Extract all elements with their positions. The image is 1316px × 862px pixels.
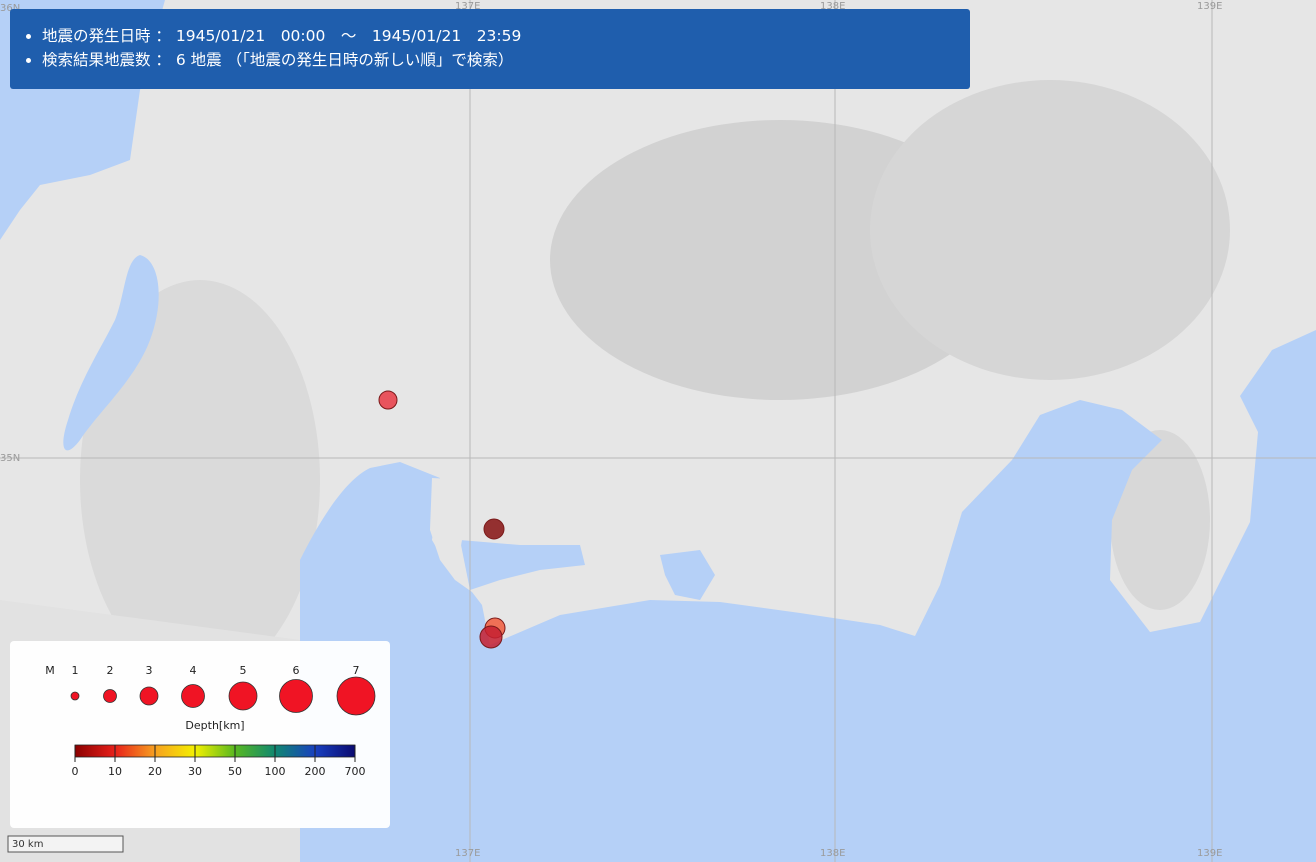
lat-label: 36N <box>0 3 20 14</box>
search-info: 地震の発生日時 ： 1945/01/21 00:00 ～ 1945/01/21 … <box>10 9 970 89</box>
depth-tick-label: 100 <box>265 765 286 778</box>
depth-tick-label: 700 <box>345 765 366 778</box>
magnitude-tick-label: 1 <box>72 664 79 677</box>
lon-label: 137E <box>455 848 480 859</box>
magnitude-symbol <box>70 691 80 701</box>
depth-tick-label: 0 <box>72 765 79 778</box>
relief <box>870 80 1230 380</box>
legend: M Depth[km] 1 2 3 4 5 6 7 0 10 20 30 50 100 200 700 <box>10 641 390 828</box>
lon-label: 139E <box>1197 1 1222 12</box>
graticule-labels: 137E 138E 139E 137E 138E 139E 36N 35N <box>0 1 1222 859</box>
lon-label: 138E <box>820 848 845 859</box>
magnitude-symbol <box>181 684 205 708</box>
bay <box>460 540 585 590</box>
magnitude-symbol <box>103 689 117 703</box>
lon-label: 138E <box>820 1 845 12</box>
depth-colorbar <box>74 744 356 758</box>
depth-label: Depth[km] <box>185 719 244 732</box>
earthquake[interactable] <box>479 625 503 649</box>
magnitude-tick-label: 7 <box>353 664 360 677</box>
magnitude-symbol <box>139 686 159 706</box>
legend-box <box>10 641 390 828</box>
magnitude-symbol <box>336 676 376 716</box>
peninsula <box>482 560 590 640</box>
depth-tick-label: 10 <box>108 765 122 778</box>
relief <box>80 280 320 680</box>
info-item: 地震の発生日時 ： 1945/01/21 00:00 ～ 1945/01/21 … <box>42 24 970 48</box>
earthquake[interactable] <box>483 518 505 540</box>
lon-label: 137E <box>455 1 480 12</box>
depth-tick-label: 200 <box>305 765 326 778</box>
earthquake[interactable] <box>378 390 398 410</box>
magnitude-label: M <box>45 664 55 677</box>
relief <box>1110 430 1210 610</box>
magnitude-tick-label: 5 <box>240 664 247 677</box>
scale-bar <box>7 835 124 853</box>
lake <box>660 550 715 600</box>
scale-label: 30 km <box>12 839 43 850</box>
magnitude-tick-label: 2 <box>107 664 114 677</box>
depth-tick-label: 30 <box>188 765 202 778</box>
lat-label: 35N <box>0 453 20 464</box>
magnitude-tick-label: 4 <box>190 664 197 677</box>
magnitude-tick-label: 6 <box>293 664 300 677</box>
earthquakes <box>378 390 506 649</box>
depth-tick-label: 50 <box>228 765 242 778</box>
magnitude-symbol <box>279 679 313 713</box>
info-item: 検索結果地震数 ： 6 地震 （「地震の発生日時の新しい順」で検索） <box>42 48 970 72</box>
sea <box>300 330 1316 862</box>
magnitude-tick-label: 3 <box>146 664 153 677</box>
depth-tick-label: 20 <box>148 765 162 778</box>
peninsula <box>430 478 470 580</box>
lake <box>63 255 159 451</box>
magnitude-symbol <box>228 681 258 711</box>
lon-label: 139E <box>1197 848 1222 859</box>
